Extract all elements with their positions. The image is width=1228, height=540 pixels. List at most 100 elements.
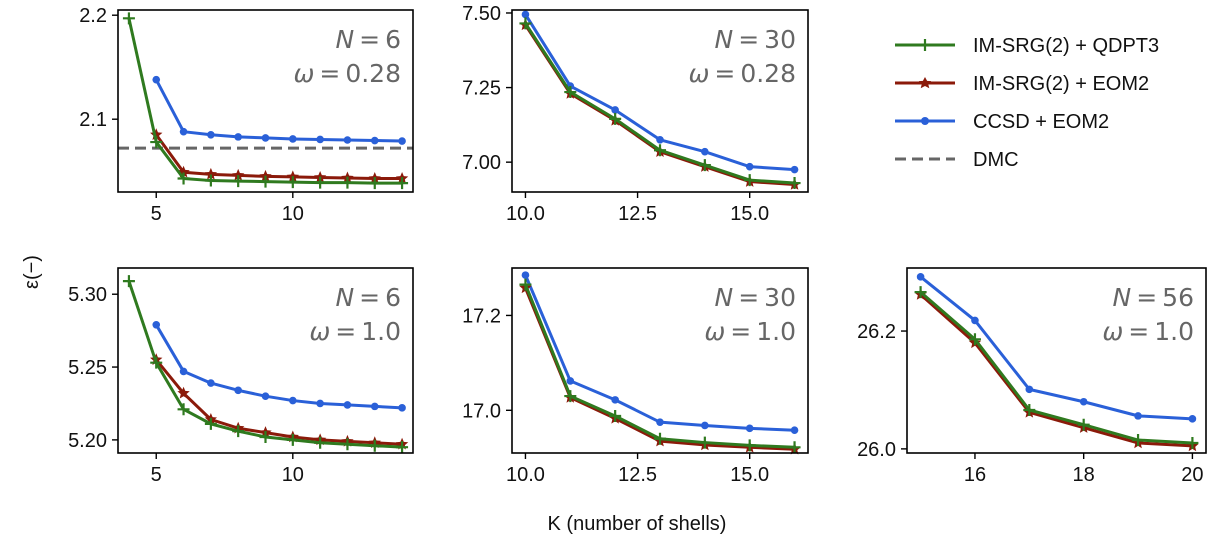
data-point-ccsd <box>745 162 754 171</box>
data-point-qdpt3 <box>122 275 135 288</box>
series-line-ccsd <box>154 78 403 143</box>
panel-annotation-omega: ω = 0.28 <box>293 59 401 88</box>
data-point-ccsd <box>611 396 619 404</box>
data-point-qdpt3 <box>519 278 532 291</box>
data-point-qdpt3 <box>122 12 135 25</box>
x-tick-label: 12.5 <box>618 203 657 225</box>
data-point-ccsd <box>656 135 664 144</box>
data-point-ccsd <box>343 136 352 144</box>
legend-label-dmc: DMC <box>973 149 1019 171</box>
axes-frame <box>906 267 1207 454</box>
data-point-ccsd <box>521 271 530 279</box>
data-point-ccsd <box>234 133 242 141</box>
legend-label-eom2: IM-SRG(2) + EOM2 <box>973 73 1149 95</box>
x-tick-label: 16 <box>964 464 986 486</box>
legend-entry-ccsd: CCSD + EOM2 <box>895 111 1109 133</box>
data-point-qdpt3 <box>259 175 272 188</box>
data-point-qdpt3 <box>150 356 163 369</box>
data-point-ccsd <box>971 316 979 325</box>
panel-annotation-n: N = 56 <box>1113 283 1194 312</box>
series-line-eom2 <box>919 293 1193 448</box>
data-point-qdpt3 <box>788 177 801 190</box>
data-point-qdpt3 <box>654 432 666 445</box>
panel-annotation-omega: ω = 1.0 <box>704 317 796 346</box>
annotation-variable-omega: ω <box>309 317 330 346</box>
y-tick-label: 5.20 <box>68 430 107 452</box>
data-point-qdpt3 <box>968 333 981 346</box>
annotation-variable-n: N <box>715 25 734 54</box>
data-point-qdpt3 <box>743 439 756 452</box>
data-point-qdpt3 <box>396 441 409 454</box>
data-point-eom2 <box>204 167 218 180</box>
data-point-ccsd <box>179 367 188 376</box>
data-point-ccsd <box>370 402 379 411</box>
data-point-ccsd <box>152 321 161 329</box>
annotation-value-n: = 56 <box>1131 283 1194 312</box>
data-point-qdpt3 <box>1023 403 1036 416</box>
legend-label-ccsd: CCSD + EOM2 <box>973 111 1109 133</box>
data-point-qdpt3 <box>1132 434 1145 447</box>
x-tick-label: 5 <box>151 464 162 486</box>
axes-frame <box>511 9 809 193</box>
data-point-qdpt3 <box>314 436 327 449</box>
data-point-qdpt3 <box>232 425 245 438</box>
y-axis-label: ε(−) <box>21 255 43 289</box>
data-point-ccsd <box>316 135 324 144</box>
panel-annotation-n: N = 30 <box>715 25 796 54</box>
panel-annotation-omega: ω = 1.0 <box>1102 317 1194 346</box>
data-point-qdpt3 <box>177 403 190 416</box>
data-point-ccsd <box>207 379 215 387</box>
x-tick-label: 12.5 <box>618 464 657 486</box>
legend-label-qdpt3: IM-SRG(2) + QDPT3 <box>973 35 1159 57</box>
legend-marker-qdpt3 <box>919 39 931 51</box>
data-point-qdpt3 <box>743 174 756 187</box>
legend-marker-eom2 <box>918 77 932 89</box>
annotation-value-n: = 6 <box>354 25 401 54</box>
series-line-qdpt3 <box>919 291 1193 445</box>
x-tick-label: 5 <box>151 203 162 225</box>
data-point-qdpt3 <box>204 174 217 187</box>
series-line-ccsd <box>919 275 1193 421</box>
data-point-ccsd <box>1025 385 1034 394</box>
data-point-eom2 <box>232 168 245 181</box>
annotation-variable-n: N <box>1113 283 1132 312</box>
y-tick-label: 7.25 <box>462 78 501 100</box>
panel-annotation-omega: ω = 0.28 <box>688 59 796 88</box>
data-point-ccsd <box>289 396 297 405</box>
data-point-ccsd <box>745 424 754 433</box>
y-tick-label: 2.2 <box>79 5 107 27</box>
y-tick-label: 7.00 <box>462 152 501 174</box>
legend-marker-ccsd <box>921 117 929 125</box>
axes-frame <box>511 267 809 454</box>
data-point-eom2 <box>177 386 190 399</box>
data-point-ccsd <box>566 377 575 385</box>
data-point-qdpt3 <box>396 177 409 190</box>
annotation-variable-omega: ω <box>704 317 725 346</box>
panel-annotation-n: N = 6 <box>335 25 401 54</box>
x-tick-label: 10.0 <box>506 464 545 486</box>
legend-entry-dmc: DMC <box>895 149 1019 171</box>
data-point-ccsd <box>790 426 799 435</box>
annotation-variable-omega: ω <box>688 59 709 88</box>
y-tick-label: 26.2 <box>857 321 896 343</box>
data-point-qdpt3 <box>368 439 381 452</box>
data-point-ccsd <box>234 386 242 395</box>
data-point-qdpt3 <box>314 176 327 189</box>
data-point-ccsd <box>521 10 530 19</box>
data-point-qdpt3 <box>654 144 666 157</box>
x-tick-label: 10 <box>282 464 304 486</box>
data-point-qdpt3 <box>368 177 381 190</box>
data-point-ccsd <box>343 401 352 409</box>
data-point-ccsd <box>701 421 709 430</box>
data-point-qdpt3 <box>698 436 711 449</box>
x-tick-label: 20 <box>1181 464 1203 486</box>
data-point-qdpt3 <box>259 430 272 443</box>
axes-frame <box>117 267 414 454</box>
data-point-qdpt3 <box>286 176 299 189</box>
y-tick-label: 17.2 <box>462 305 501 327</box>
data-point-qdpt3 <box>341 176 354 189</box>
panel-2: 10.0 12.5 15.07.007.257.50N = 30ω = 0.28 <box>462 3 809 225</box>
y-tick-label: 2.1 <box>79 109 107 131</box>
data-point-qdpt3 <box>519 17 532 30</box>
